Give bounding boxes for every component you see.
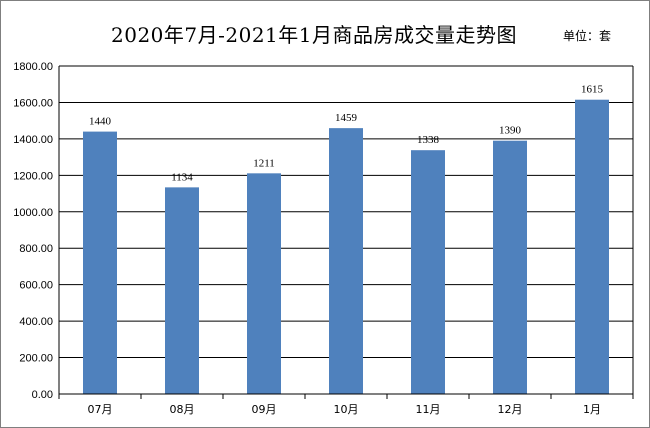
y-tick-label: 800.00: [19, 243, 53, 255]
data-label: 1440: [89, 116, 112, 128]
x-tick-label: 09月: [252, 403, 277, 416]
y-tick-label: 400.00: [19, 316, 53, 328]
bar: [411, 150, 445, 394]
bar: [247, 173, 281, 394]
x-tick-label: 11月: [416, 403, 441, 416]
y-tick-label: 1800.00: [13, 61, 53, 73]
unit-label: 单位：套: [563, 29, 612, 43]
y-tick-label: 1000.00: [13, 207, 53, 219]
x-tick-label: 12月: [498, 403, 523, 416]
bar: [329, 128, 363, 394]
y-tick-label: 0.00: [32, 389, 53, 401]
bar: [83, 131, 117, 394]
bar: [575, 99, 609, 394]
y-tick-label: 1600.00: [13, 97, 53, 109]
x-tick-label: 07月: [88, 403, 113, 416]
y-tick-label: 1400.00: [13, 134, 53, 146]
bar: [493, 140, 527, 394]
data-label: 1459: [335, 112, 358, 124]
data-label: 1134: [171, 171, 193, 183]
data-label: 1338: [417, 134, 440, 146]
y-tick-label: 200.00: [19, 353, 53, 365]
data-label: 1390: [499, 125, 522, 137]
y-tick-label: 1200.00: [13, 170, 53, 182]
y-tick-label: 600.00: [19, 280, 53, 292]
bar: [165, 187, 199, 394]
x-tick-label: 1月: [583, 403, 601, 416]
chart-title: 2020年7月-2021年1月商品房成交量走势图: [111, 23, 518, 47]
x-tick-label: 08月: [170, 403, 195, 416]
x-tick-label: 10月: [334, 403, 359, 416]
data-label: 1615: [581, 84, 604, 96]
data-label: 1211: [253, 157, 275, 169]
